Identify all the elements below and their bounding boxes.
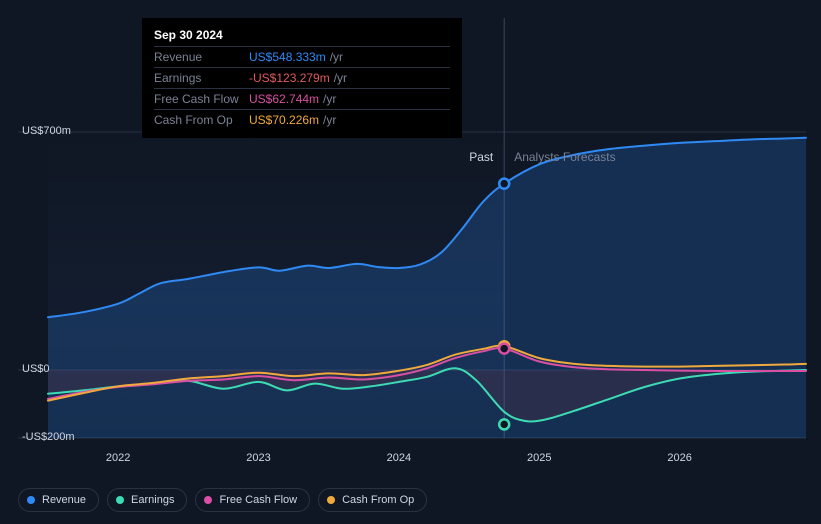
tooltip-row-label: Revenue bbox=[154, 48, 249, 66]
y-tick-label: US$700m bbox=[22, 125, 71, 137]
tooltip-row-unit: /yr bbox=[323, 90, 336, 108]
chart-legend: Revenue Earnings Free Cash Flow Cash From O… bbox=[18, 488, 427, 512]
tooltip-row: Earnings-US$123.279m/yr bbox=[154, 67, 450, 88]
legend-label: Free Cash Flow bbox=[219, 494, 297, 506]
x-tick-label: 2023 bbox=[246, 452, 270, 464]
tooltip-row-value: US$548.333m bbox=[249, 48, 326, 66]
tooltip-row-unit: /yr bbox=[330, 48, 343, 66]
legend-item-free-cash-flow[interactable]: Free Cash Flow bbox=[195, 488, 310, 512]
legend-item-earnings[interactable]: Earnings bbox=[107, 488, 187, 512]
tooltip-row-label: Free Cash Flow bbox=[154, 90, 249, 108]
legend-dot-icon bbox=[204, 496, 212, 504]
x-tick-label: 2025 bbox=[527, 452, 551, 464]
tooltip-row-value: US$70.226m bbox=[249, 111, 319, 129]
tooltip-row-unit: /yr bbox=[334, 69, 347, 87]
x-tick-label: 2022 bbox=[106, 452, 130, 464]
tooltip-row-label: Earnings bbox=[154, 69, 249, 87]
tooltip-row: Free Cash FlowUS$62.744m/yr bbox=[154, 88, 450, 109]
section-label-past: Past bbox=[469, 150, 493, 164]
y-tick-label: US$0 bbox=[22, 363, 50, 375]
tooltip-row: Cash From OpUS$70.226m/yr bbox=[154, 109, 450, 130]
legend-dot-icon bbox=[27, 496, 35, 504]
tooltip-row: RevenueUS$548.333m/yr bbox=[154, 46, 450, 67]
y-tick-label: -US$200m bbox=[22, 431, 75, 443]
legend-item-revenue[interactable]: Revenue bbox=[18, 488, 99, 512]
financials-chart: US$700m US$0 -US$200m 2022 2023 2024 2025 2026… bbox=[0, 0, 821, 524]
x-tick-label: 2026 bbox=[667, 452, 691, 464]
tooltip-row-value: -US$123.279m bbox=[249, 69, 330, 87]
legend-label: Earnings bbox=[131, 494, 174, 506]
tooltip-date: Sep 30 2024 bbox=[154, 26, 450, 44]
tooltip-row-label: Cash From Op bbox=[154, 111, 249, 129]
tooltip-row-value: US$62.744m bbox=[249, 90, 319, 108]
legend-label: Revenue bbox=[42, 494, 86, 506]
legend-dot-icon bbox=[116, 496, 124, 504]
legend-label: Cash From Op bbox=[342, 494, 414, 506]
x-tick-label: 2024 bbox=[387, 452, 411, 464]
legend-item-cash-from-op[interactable]: Cash From Op bbox=[318, 488, 427, 512]
section-label-forecast: Analysts Forecasts bbox=[514, 150, 615, 164]
legend-dot-icon bbox=[327, 496, 335, 504]
tooltip-row-unit: /yr bbox=[323, 111, 336, 129]
chart-tooltip: Sep 30 2024 RevenueUS$548.333m/yrEarning… bbox=[142, 18, 462, 138]
